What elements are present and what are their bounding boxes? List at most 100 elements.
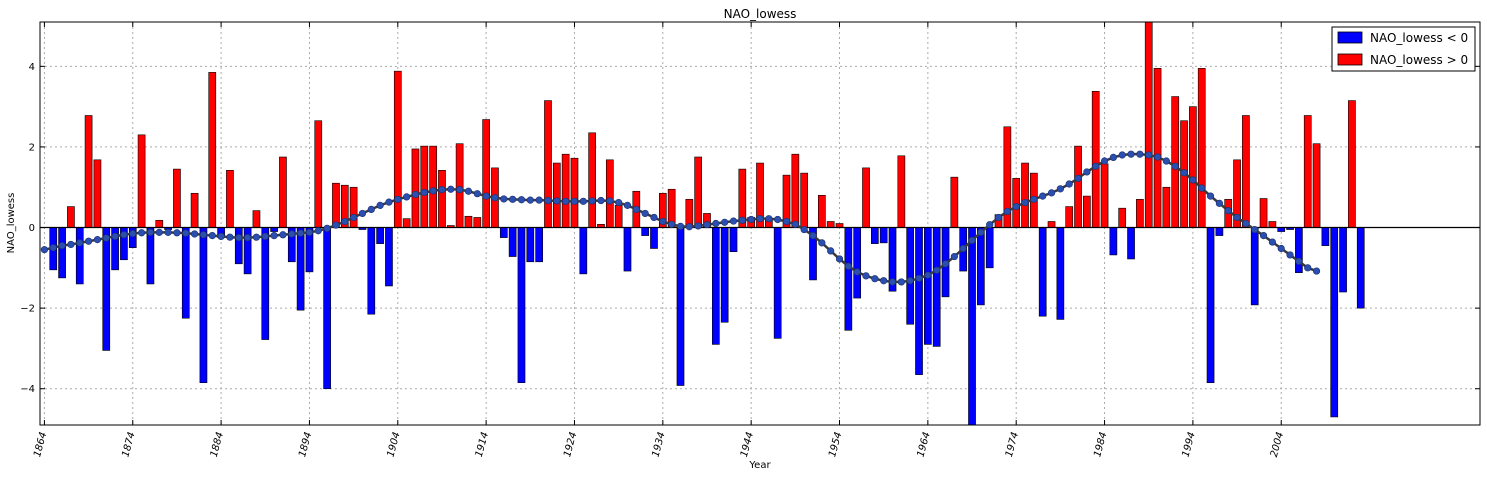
x-tick-label: 1954 <box>827 431 844 458</box>
lowess-point <box>76 239 84 247</box>
lowess-point <box>888 278 897 286</box>
bar-positive <box>1268 221 1277 228</box>
x-tick-label: 1964 <box>916 431 933 458</box>
lowess-point <box>1074 174 1082 182</box>
bar-positive <box>818 194 826 228</box>
lowess-point <box>1145 151 1153 159</box>
bar-positive <box>464 215 473 228</box>
bar-positive <box>332 182 340 228</box>
bar-positive <box>93 159 102 228</box>
bar-positive <box>1312 143 1321 228</box>
lowess-point <box>350 213 358 222</box>
bar-negative <box>58 227 66 279</box>
bar-negative <box>915 227 923 375</box>
lowess-point <box>500 195 508 203</box>
x-tick-label: 1974 <box>1004 431 1021 458</box>
bar-positive <box>544 100 552 228</box>
lowess-point <box>880 277 888 285</box>
bar-negative <box>1330 227 1339 418</box>
bar-negative <box>676 227 685 386</box>
lowess-point <box>535 196 543 204</box>
lowess-point <box>579 197 587 205</box>
bar-positive <box>137 134 146 228</box>
lowess-point <box>765 215 773 223</box>
lowess-point <box>827 247 835 255</box>
x-tick-label: 1984 <box>1092 431 1109 458</box>
lowess-point <box>641 209 649 218</box>
lowess-point <box>199 231 208 239</box>
bar-positive <box>279 156 287 228</box>
bar-positive <box>208 72 217 228</box>
x-tick-label: 1924 <box>562 431 579 458</box>
legend-swatch-positive <box>1337 53 1363 66</box>
bar-positive <box>438 170 446 228</box>
lowess-point <box>164 228 172 236</box>
lowess-point <box>1127 150 1135 158</box>
legend-label-positive: NAO_lowess > 0 <box>1370 53 1468 67</box>
lowess-point <box>244 234 252 242</box>
bar-positive <box>1074 145 1082 228</box>
legend: NAO_lowess < 0 NAO_lowess > 0 <box>1331 26 1476 72</box>
lowess-point <box>102 234 110 242</box>
bar-negative <box>906 227 915 325</box>
lowess-point <box>597 196 605 205</box>
bar-positive <box>694 156 702 228</box>
lowess-point <box>1242 219 1250 228</box>
lowess-point <box>1012 202 1020 211</box>
x-tick-label: 1944 <box>739 431 756 458</box>
lowess-point <box>623 201 632 209</box>
bar-positive <box>455 143 464 228</box>
bar-negative <box>1295 227 1303 273</box>
bar-negative <box>879 227 888 244</box>
lowess-point <box>1233 213 1241 222</box>
lowess-point <box>1251 225 1259 234</box>
lowess-point <box>173 229 181 237</box>
lowess-point <box>738 216 746 224</box>
lowess-point <box>712 219 720 228</box>
y-tick-label: −4 <box>20 384 35 395</box>
lowess-point <box>659 217 667 226</box>
bar-positive <box>402 218 411 228</box>
lowess-point <box>473 190 481 198</box>
lowess-point <box>650 213 658 222</box>
lowess-point <box>464 187 473 195</box>
bar-positive <box>800 172 809 228</box>
lowess-point <box>1092 162 1100 170</box>
bar-positive <box>1065 206 1074 228</box>
bar-negative <box>385 227 393 287</box>
bar-negative <box>75 227 84 285</box>
bar-negative <box>623 227 632 272</box>
bar-positive <box>791 153 800 228</box>
lowess-point <box>456 186 464 194</box>
lowess-point <box>429 187 437 195</box>
lowess-point <box>385 198 393 206</box>
lowess-point <box>305 228 314 236</box>
lowess-point <box>191 230 199 238</box>
lowess-point <box>491 194 499 202</box>
plot-frame <box>39 21 1481 426</box>
lowess-point <box>226 233 234 241</box>
lowess-point <box>1180 169 1188 177</box>
bar-positive <box>411 148 420 228</box>
lowess-point <box>1056 185 1064 193</box>
bar-negative <box>1109 227 1118 256</box>
lowess-point <box>323 224 331 232</box>
bar-negative <box>1339 227 1347 293</box>
lowess-point <box>809 231 817 240</box>
bar-negative <box>1038 227 1047 317</box>
bar-positive <box>473 217 482 228</box>
lowess-point <box>1277 244 1285 253</box>
lowess-point <box>1083 168 1091 176</box>
bar-negative <box>844 227 853 331</box>
bar-negative <box>773 227 782 339</box>
lowess-point <box>84 237 93 245</box>
bar-positive <box>1303 115 1312 228</box>
lowess-point <box>791 220 799 228</box>
lowess-point <box>447 185 455 193</box>
bar-negative <box>102 227 111 351</box>
lowess-point <box>297 229 305 237</box>
lowess-point <box>146 228 155 236</box>
bar-positive <box>252 210 261 228</box>
y-axis-ticks: −4 −2 0 2 4 <box>20 62 1480 395</box>
